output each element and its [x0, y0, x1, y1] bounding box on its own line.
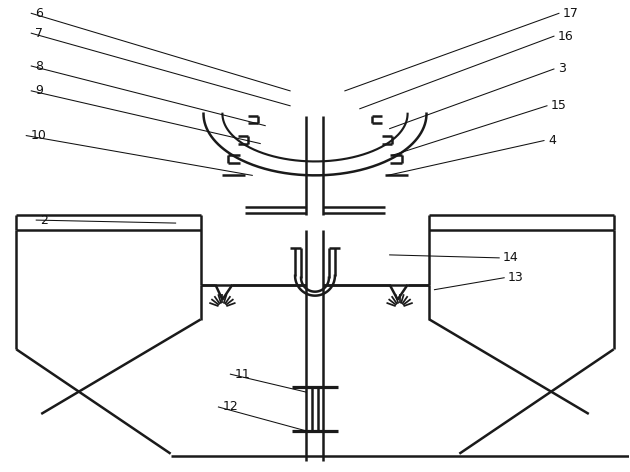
Text: 12: 12 — [222, 400, 238, 413]
Text: 2: 2 — [40, 214, 48, 227]
Text: 16: 16 — [558, 30, 574, 42]
Text: 4: 4 — [548, 134, 556, 147]
Text: 13: 13 — [508, 271, 524, 284]
Text: 3: 3 — [558, 62, 566, 76]
Text: 10: 10 — [30, 129, 46, 142]
Text: 11: 11 — [234, 368, 250, 381]
Text: 15: 15 — [551, 99, 567, 112]
Text: 8: 8 — [35, 59, 43, 73]
Text: 17: 17 — [563, 7, 579, 20]
Text: 6: 6 — [35, 7, 43, 20]
Text: 14: 14 — [503, 252, 519, 264]
Text: 9: 9 — [35, 84, 43, 97]
Text: 7: 7 — [35, 27, 43, 40]
